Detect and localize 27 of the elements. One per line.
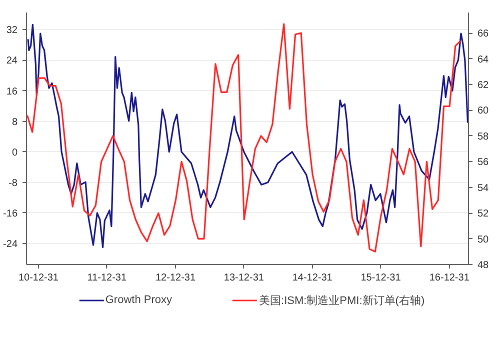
y-tick-label: -16 xyxy=(3,208,18,220)
y-tick-label: 24 xyxy=(6,56,18,67)
x-tick-label: 16-12-31 xyxy=(429,272,470,284)
x-tick-label: 10-12-31 xyxy=(18,272,59,284)
y2-tick-label: 66 xyxy=(478,28,490,40)
y2-tick-label: 64 xyxy=(478,54,490,66)
legend-label: 美国:ISM:制造业PMI:新订单(右轴) xyxy=(259,294,425,308)
x-tick-label: 13-12-31 xyxy=(224,272,264,284)
y2-tick-label: 50 xyxy=(478,234,490,246)
y2-tick-label: 60 xyxy=(478,106,490,117)
y2-tick-label: 58 xyxy=(478,131,490,142)
x-tick-label: 15-12-31 xyxy=(360,272,402,284)
y-tick-label: -8 xyxy=(8,178,18,189)
y-tick-label: 0 xyxy=(12,147,18,158)
x-tick-label: 11-12-31 xyxy=(87,272,127,284)
y-tick-label: 8 xyxy=(12,116,18,128)
y-tick-label: -24 xyxy=(3,239,18,250)
y2-tick-label: 62 xyxy=(478,80,490,91)
y2-tick-label: 48 xyxy=(478,260,490,271)
y2-tick-label: 54 xyxy=(478,182,490,194)
y-tick-label: 32 xyxy=(6,25,18,36)
legend-label: Growth Proxy xyxy=(105,294,172,306)
y2-tick-label: 56 xyxy=(478,157,490,168)
x-tick-label: 14-12-31 xyxy=(292,272,333,284)
y2-tick-label: 52 xyxy=(478,208,490,220)
x-tick-label: 12-12-31 xyxy=(156,272,196,284)
y-tick-label: 16 xyxy=(6,86,18,98)
